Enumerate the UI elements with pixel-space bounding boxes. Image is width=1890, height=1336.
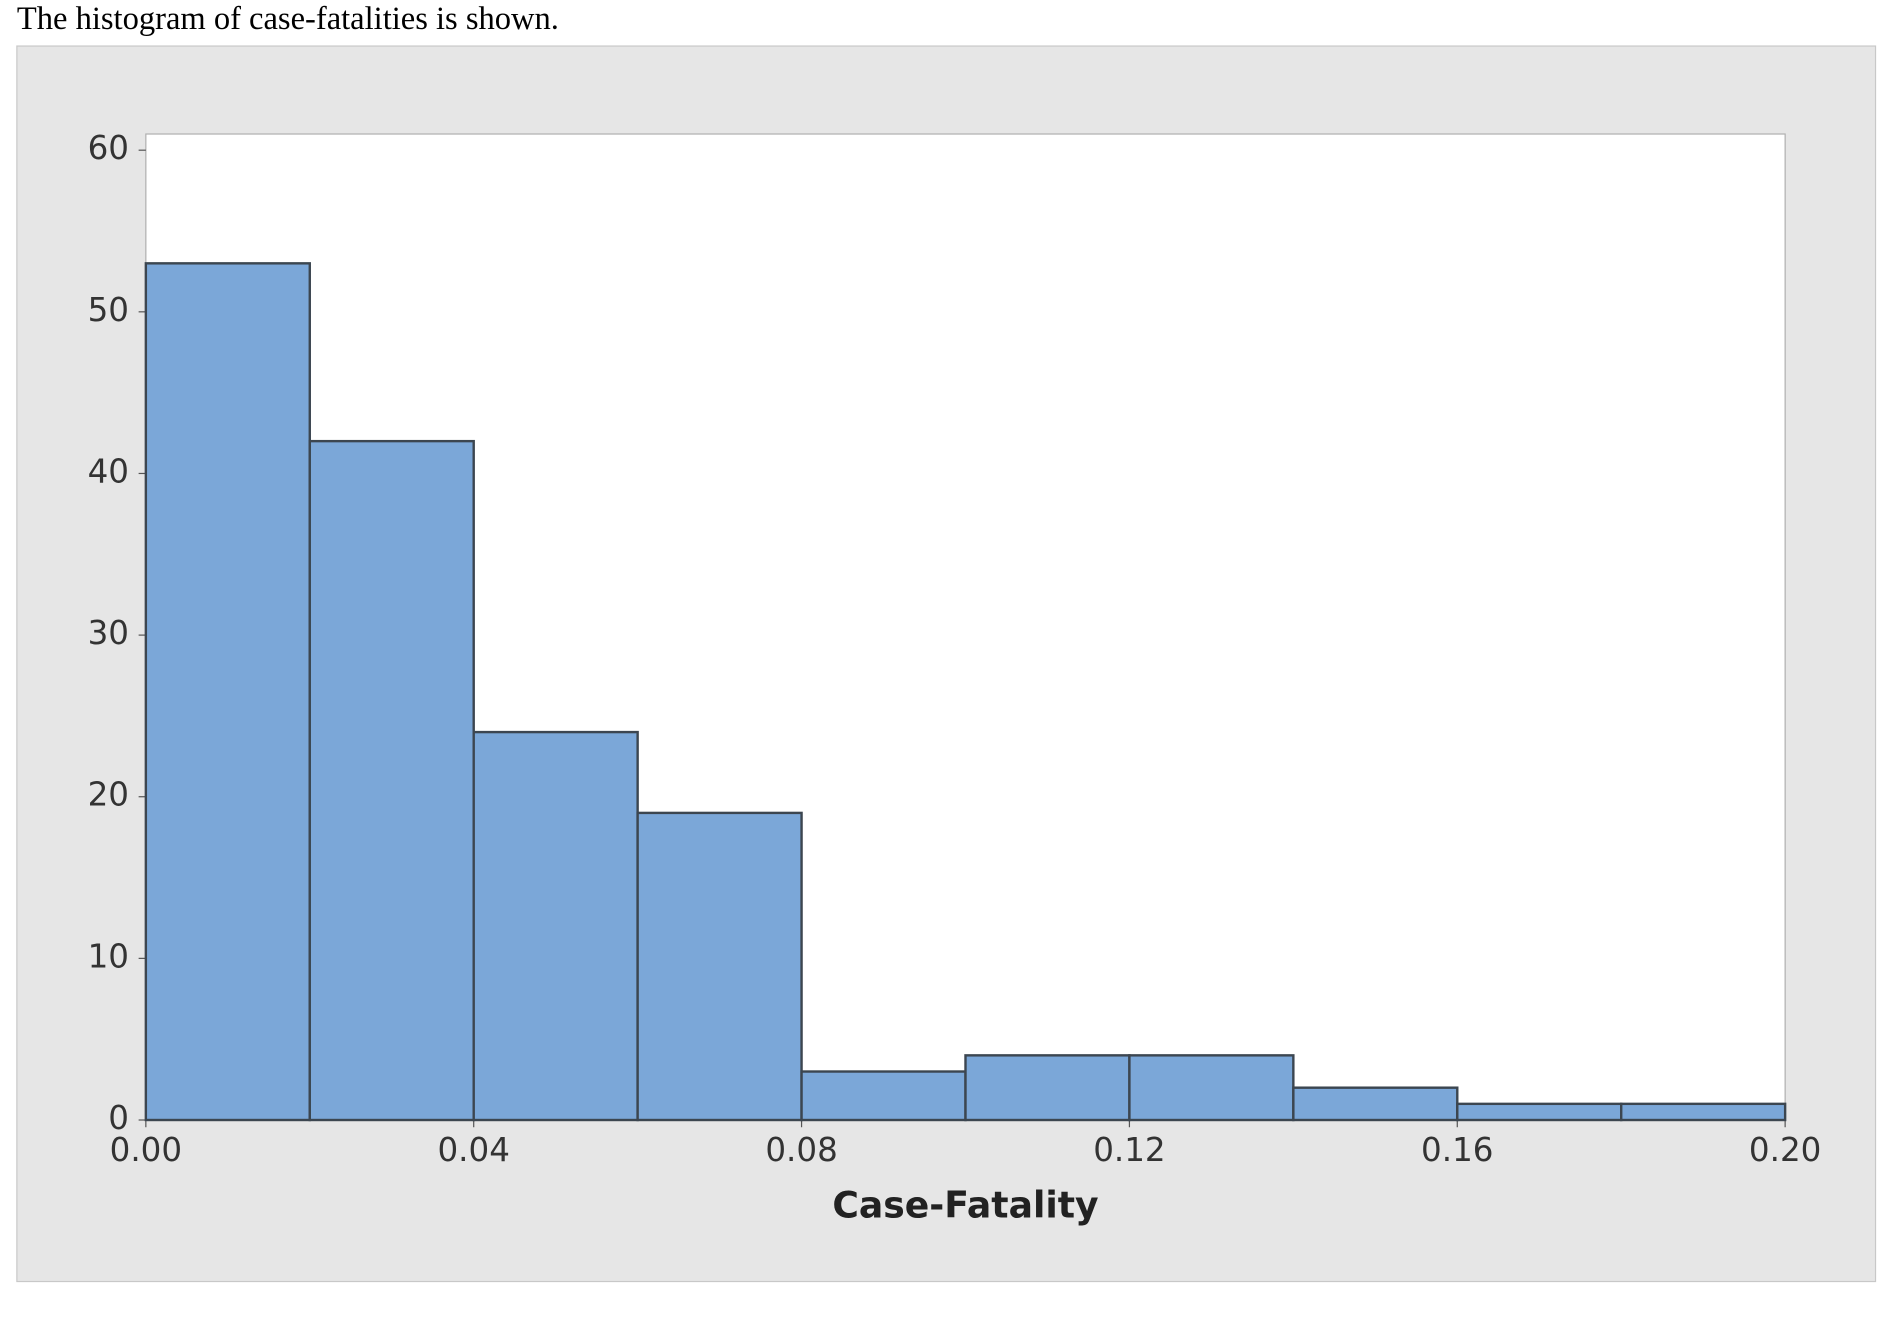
bar [636, 811, 803, 1122]
y-tick-label: 10 [88, 937, 129, 975]
y-tick-label: 60 [88, 129, 129, 167]
bar [472, 730, 639, 1122]
bar [1128, 1054, 1295, 1122]
x-axis-label: Case-Fatality [832, 1184, 1098, 1227]
bar [1456, 1102, 1623, 1122]
y-tick-label: 20 [88, 776, 129, 814]
bar [308, 439, 475, 1122]
y-tick-label: 30 [88, 614, 129, 652]
bar [144, 262, 311, 1122]
x-tick-label: 0.16 [1421, 1131, 1493, 1169]
caption: The histogram of case-fatalities is show… [17, 1, 559, 37]
y-tick-label: 40 [88, 452, 129, 490]
bar [1619, 1102, 1787, 1122]
bar [1292, 1086, 1459, 1122]
x-tick-label: 0.00 [110, 1131, 182, 1169]
y-tick-label: 0 [108, 1099, 129, 1137]
x-tick-label: 0.08 [765, 1131, 837, 1169]
bar [964, 1054, 1131, 1122]
x-tick-label: 0.04 [437, 1131, 509, 1169]
bar [800, 1070, 967, 1122]
x-tick-label: 0.12 [1093, 1131, 1165, 1169]
x-tick-label: 0.20 [1749, 1131, 1821, 1169]
y-tick-label: 50 [88, 291, 129, 329]
